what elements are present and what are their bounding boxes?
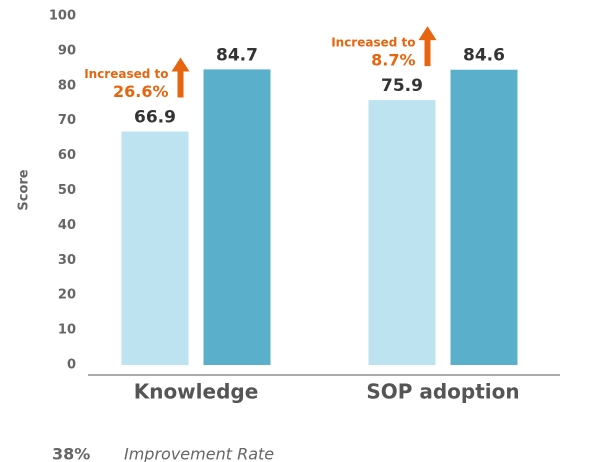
footer-value: 38%	[52, 445, 90, 462]
annotation-arrow	[171, 57, 190, 98]
y-tick-label: 40	[58, 218, 76, 233]
y-tick-label: 20	[58, 288, 76, 303]
annotation-text: Increased to	[331, 36, 415, 50]
value-label: 75.9	[381, 76, 423, 96]
y-tick-label: 10	[58, 323, 76, 338]
y-tick-label: 90	[58, 43, 76, 58]
y-tick-label: 50	[58, 183, 76, 198]
y-tick-label: 60	[58, 148, 76, 163]
annotation-value: 26.6%	[113, 82, 169, 101]
footer-label: Improvement Rate	[124, 445, 274, 462]
y-tick-label: 70	[58, 113, 76, 128]
y-axis-label: Score	[17, 169, 32, 210]
annotation-value: 8.7%	[371, 51, 415, 70]
x-tick-label: Knowledge	[134, 380, 259, 404]
y-tick-label: 80	[58, 78, 76, 93]
annotation-text: Increased to	[84, 67, 168, 81]
value-label: 66.9	[134, 108, 176, 128]
value-label: 84.6	[463, 46, 505, 66]
y-tick-label: 30	[58, 253, 76, 268]
bar	[121, 131, 189, 365]
x-tick-label: SOP adoption	[366, 380, 519, 404]
bar	[450, 69, 518, 365]
y-tick-label: 0	[67, 358, 76, 373]
value-label: 84.7	[216, 45, 258, 65]
y-tick-label: 100	[49, 9, 76, 24]
bar	[203, 69, 271, 365]
bar	[368, 100, 436, 365]
annotation-arrow	[418, 26, 437, 67]
